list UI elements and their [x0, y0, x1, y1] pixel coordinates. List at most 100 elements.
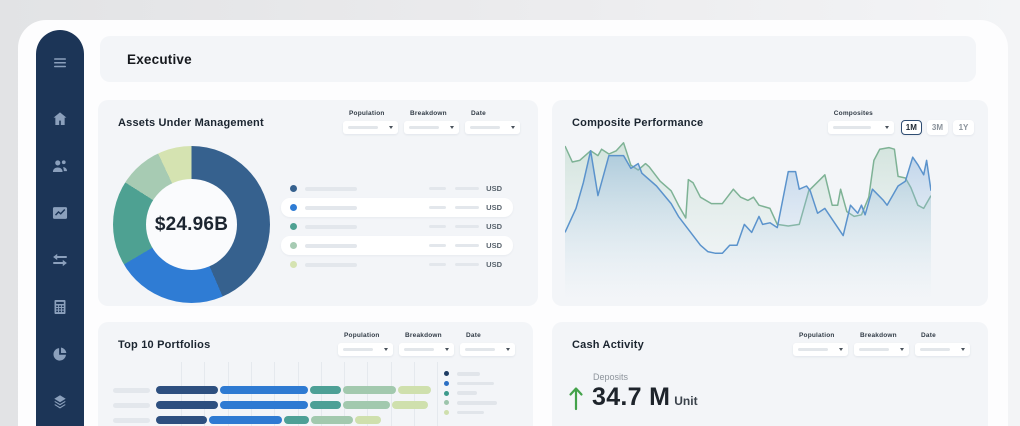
portfolio-bar-row — [98, 401, 533, 409]
value-skeleton — [429, 262, 447, 267]
layers-icon — [54, 395, 66, 409]
range-button-1y[interactable]: 1Y — [953, 120, 974, 135]
portfolios-legend-row — [444, 388, 497, 398]
range-button-3m[interactable]: 3M — [926, 120, 948, 135]
legend-dot — [290, 242, 297, 249]
cash-filters: Population Breakdown Date — [793, 332, 970, 356]
filter-label: Breakdown — [405, 332, 442, 339]
gridline — [390, 362, 392, 426]
gridline — [437, 362, 439, 426]
legend-dot — [444, 390, 449, 396]
sidebar-item-menu[interactable] — [50, 54, 70, 72]
select-placeholder-skeleton — [832, 126, 871, 129]
card-assets-under-management: Assets Under Management Population Breakd… — [98, 100, 538, 306]
filter-select-breakdown[interactable] — [404, 121, 459, 134]
bar-segment — [310, 386, 341, 394]
filter-select-date[interactable] — [465, 121, 520, 134]
gridline — [250, 362, 252, 426]
composites-select[interactable] — [827, 121, 894, 134]
card-composite-performance: Composite Performance Composites 1M 3M 1Y — [552, 100, 988, 306]
composite-controls: Composites 1M 3M 1Y — [827, 110, 974, 135]
select-placeholder-skeleton — [343, 348, 373, 351]
range-button-1m[interactable]: 1M — [900, 120, 922, 135]
sidebar-item-calculator[interactable] — [50, 298, 70, 316]
label-skeleton — [305, 224, 357, 229]
sidebar-item-clients[interactable] — [50, 157, 70, 175]
sidebar-item-performance-chart[interactable] — [50, 204, 70, 222]
sidebar-item-allocation-pie[interactable] — [50, 345, 70, 363]
label-skeleton — [305, 262, 357, 267]
filter-select-breakdown[interactable] — [854, 343, 909, 356]
sidebar-item-home[interactable] — [50, 110, 70, 128]
aum-legend-row[interactable]: USD — [281, 255, 513, 274]
aum-legend-list: USD USD USD USD USD — [281, 179, 513, 274]
bar-segment — [398, 386, 431, 394]
legend-label-skeleton — [457, 372, 480, 376]
currency-label: USD — [486, 260, 502, 269]
select-placeholder-skeleton — [470, 126, 500, 129]
legend-label-skeleton — [457, 401, 497, 405]
portfolios-legend-row — [444, 379, 497, 389]
value-skeleton — [455, 224, 480, 229]
legend-dot — [290, 223, 297, 230]
sidebar — [36, 30, 84, 426]
aum-legend-row[interactable]: USD — [281, 217, 513, 236]
filter-breakdown: Breakdown — [399, 332, 454, 356]
filter-select-breakdown[interactable] — [399, 343, 454, 356]
filter-label: Breakdown — [860, 332, 897, 339]
aum-legend-row[interactable]: USD — [281, 179, 513, 198]
filter-select-date[interactable] — [460, 343, 515, 356]
chevron-down-icon — [961, 348, 965, 351]
aum-legend-row[interactable]: USD — [281, 198, 513, 217]
sidebar-item-transfers[interactable] — [50, 251, 70, 269]
gridline — [344, 362, 346, 426]
aum-legend-row[interactable]: USD — [281, 236, 513, 255]
filter-population: Population — [343, 110, 398, 134]
label-skeleton — [305, 243, 357, 248]
gridline — [367, 362, 369, 426]
legend-label-skeleton — [457, 391, 477, 395]
portfolio-bar-row — [98, 386, 533, 394]
sidebar-item-layers[interactable] — [50, 392, 70, 410]
page-header: Executive — [100, 36, 976, 82]
filter-label: Population — [344, 332, 380, 339]
filter-date: Date — [915, 332, 970, 356]
composite-performance-chart — [565, 138, 931, 298]
aum-filters: Population Breakdown Date — [343, 110, 520, 134]
filter-date: Date — [465, 110, 520, 134]
currency-label: USD — [486, 241, 502, 250]
filter-select-population[interactable] — [338, 343, 393, 356]
bar-segment — [311, 416, 353, 424]
aum-total-value: $24.96B — [154, 213, 229, 235]
filter-population: Population — [338, 332, 393, 356]
chevron-down-icon — [884, 126, 889, 129]
gridline — [297, 362, 299, 426]
chevron-down-icon — [900, 348, 904, 351]
card-title: Top 10 Portfolios — [118, 339, 211, 351]
filter-select-population[interactable] — [793, 343, 848, 356]
filter-select-population[interactable] — [343, 121, 398, 134]
portfolios-bar-chart — [98, 322, 533, 426]
value-skeleton — [455, 262, 480, 267]
bar-segment — [355, 416, 381, 424]
bar-segment — [310, 401, 341, 409]
portfolios-filters: Population Breakdown Date — [338, 332, 515, 356]
bar-segment — [209, 416, 282, 424]
card-title: Composite Performance — [572, 117, 704, 129]
legend-dot — [444, 410, 449, 416]
label-skeleton — [305, 205, 357, 210]
select-placeholder-skeleton — [465, 348, 495, 351]
chevron-down-icon — [511, 126, 515, 129]
gridline — [204, 362, 206, 426]
card-top-10-portfolios: Top 10 Portfolios Population Breakdown Dat… — [98, 322, 533, 426]
bar-segment — [343, 386, 396, 394]
filter-label: Population — [799, 332, 835, 339]
portfolios-legend — [444, 369, 497, 417]
filter-select-date[interactable] — [915, 343, 970, 356]
row-label-skeleton — [113, 387, 150, 393]
value-skeleton — [429, 205, 447, 210]
legend-label-skeleton — [457, 410, 484, 415]
legend-dot — [290, 185, 297, 192]
bar-segment — [156, 416, 207, 424]
value-skeleton — [429, 224, 447, 229]
